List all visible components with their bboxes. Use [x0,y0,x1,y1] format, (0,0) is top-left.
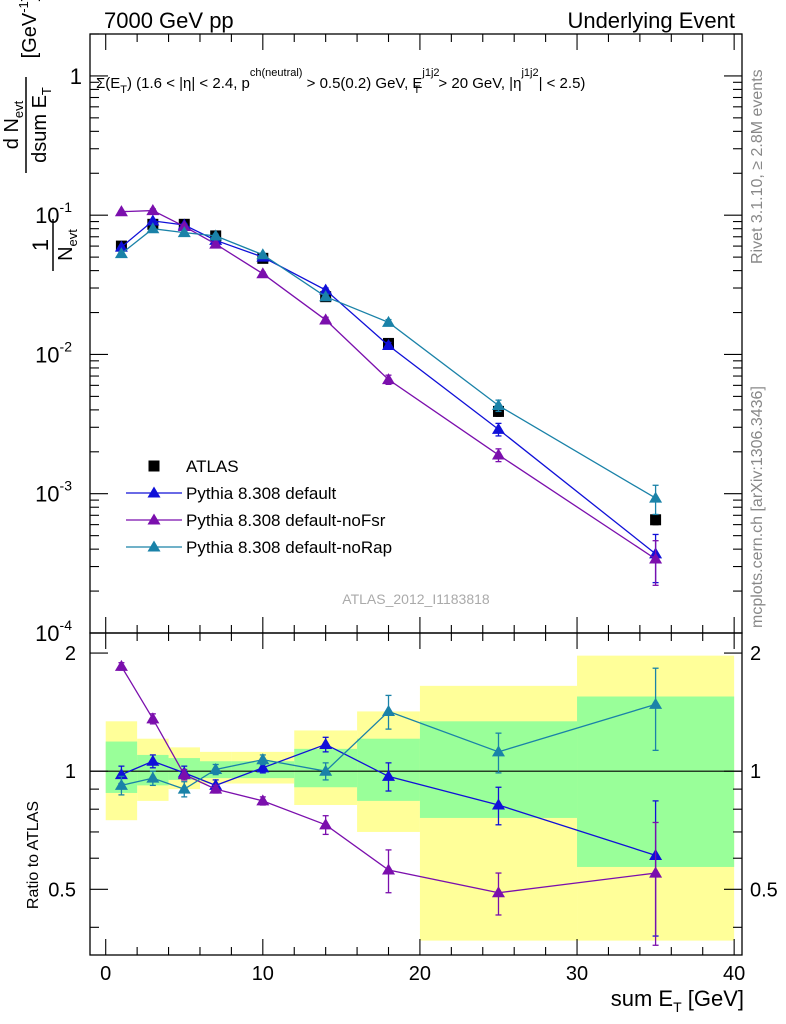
main-y-tick-label: 10-4 [35,617,72,646]
main-mc-point [491,399,505,411]
ratio-point [319,737,333,749]
ratio-point [649,866,663,878]
ratio-point [491,798,505,810]
legend-marker [147,513,161,525]
main-mc-point [177,219,191,232]
main-mc-point [256,267,270,279]
main-mc-point [114,247,128,259]
legend-label: Pythia 8.308 default [186,484,337,503]
legend: ATLAS Pythia 8.308 default Pythia 8.308 de… [126,457,392,557]
ratio-y-tick-label: 1 [65,761,76,783]
main-y-tick-label: 10-1 [35,199,72,228]
main-y-tick-label: 10-3 [35,478,72,507]
main-mc-point [319,313,333,325]
ratio-point [256,794,270,806]
main-mc-point [491,422,505,434]
header-left: 7000 GeV pp [104,8,234,33]
svg-text:d Nevt: d Nevt [1,100,26,149]
legend-marker [148,460,160,472]
svg-text:Nevt: Nevt [55,229,80,261]
ratio-y-tick-label-right: 0.5 [750,879,778,901]
mcplots-reference-label: mcplots.cern.ch [arXiv:1306.3436] [749,386,766,628]
x-tick-label: 10 [252,963,274,985]
ratio-point [146,712,160,724]
main-mc-point [146,222,160,234]
main-y-tick-label: 1 [70,64,82,89]
legend-marker [147,540,161,552]
main-series-3 [114,222,663,516]
ratio-point [146,771,160,783]
ratio-series-2 [114,667,663,798]
ratio-point [146,754,160,766]
x-tick-label: 0 [100,963,111,985]
ratio-point [114,778,128,790]
ratio-point [256,753,270,765]
main-mc-point [382,338,396,351]
main-mc-point [177,226,191,238]
main-mc-point [382,373,396,385]
rivet-version-label: Rivet 3.1.10, ≥ 2.8M events [749,69,766,264]
svg-text:1: 1 [28,239,53,251]
main-mc-point [114,240,128,252]
main-mc-point [209,237,223,249]
ratio-point [177,782,191,794]
analysis-label: ATLAS_2012_I1183818 [342,591,490,607]
ratio-point [382,704,396,716]
ratio-point [491,745,505,757]
main-mc-point [649,552,663,564]
selection-label: Σ(ET) (1.6 < |η| < 2.4, pch(neutral) > 0… [96,67,585,96]
ratio-point [491,886,505,898]
ratio-point [114,659,128,671]
ratio-point [256,761,270,773]
ratio-point [209,762,223,775]
main-plot [114,204,663,586]
ratio-point [382,863,396,875]
ratio-point [319,764,333,776]
main-series-line [121,220,656,555]
x-tick-label: 40 [723,963,745,985]
legend-label: Pythia 8.308 default-noRap [186,538,392,557]
svg-text:[GeV-1]: [GeV-1] [16,0,41,58]
ratio-point [319,818,333,830]
ratio-y-tick-label-right: 2 [750,643,761,665]
main-series-2 [114,204,663,586]
x-tick-label: 20 [409,963,431,985]
ratio-series-1 [114,659,663,946]
ratio-frame [89,632,743,956]
legend-marker [147,486,161,498]
main-series-0 [115,218,662,526]
main-mc-point [491,448,505,460]
main-mc-point [146,204,160,216]
svg-text:dsum ET: dsum ET [29,87,54,163]
main-data-point [650,514,662,526]
ratio-point [382,769,396,781]
legend-label: ATLAS [186,457,239,476]
main-y-axis-label: 1 Nevt d Nevt dsum ET [GeV-1] [1,0,80,271]
main-mc-point [114,205,128,217]
ratio-point [209,782,223,794]
header-right: Underlying Event [567,8,735,33]
ratio-point [649,697,663,709]
ratio-point [177,768,191,780]
x-tick-label: 30 [566,963,588,985]
legend-label: Pythia 8.308 default-noFsr [186,511,386,530]
ratio-y-tick-label-right: 1 [750,761,761,783]
main-mc-point [209,229,223,241]
main-mc-point [319,283,333,295]
ratio-uncertainty-bands [90,655,742,941]
main-mc-point [649,491,663,503]
main-mc-point [256,248,270,260]
plot-frames: 0 10 20 30 40 10-4 10-3 10-2 10-1 1 0.5 0.5 1 1 2 2 [35,33,778,985]
ratio-y-tick-label: 2 [65,643,76,665]
ratio-plot [114,659,663,946]
main-mc-point [382,315,396,327]
main-mc-point [319,290,333,302]
ratio-y-tick-label: 0.5 [48,879,76,901]
main-y-tick-label: 10-2 [35,338,72,367]
ratio-point [114,768,128,780]
main-mc-point [146,214,160,226]
x-axis-label: sum ET [GeV] [611,986,744,1015]
ratio-y-axis-label: Ratio to ATLAS [25,801,42,909]
